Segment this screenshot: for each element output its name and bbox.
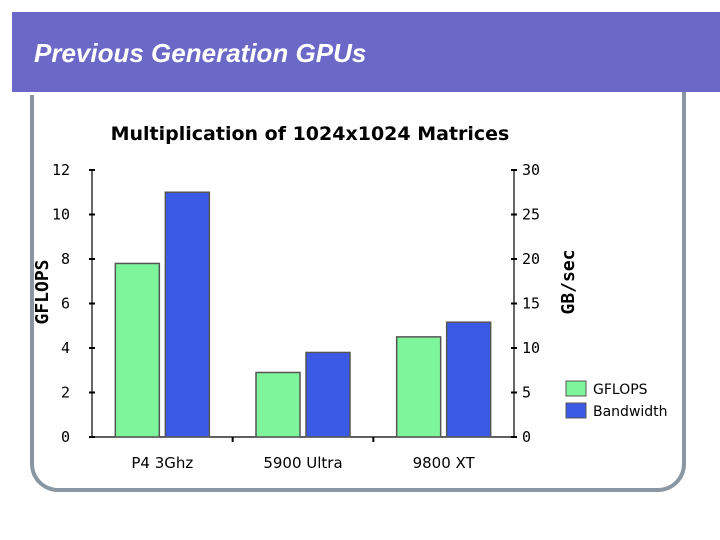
y-tick-label-left: 12 bbox=[52, 161, 70, 179]
bar-gflops-0 bbox=[114, 262, 161, 438]
legend-label-bandwidth: Bandwidth bbox=[593, 404, 668, 420]
y-tick-label-right: 15 bbox=[522, 295, 540, 313]
axes bbox=[89, 169, 517, 442]
legend-swatch-bandwidth bbox=[565, 402, 587, 419]
y-tick-label-left: 10 bbox=[52, 206, 70, 224]
legend-swatch-gflops bbox=[565, 380, 587, 397]
y-tick-label-right: 20 bbox=[522, 250, 540, 268]
y-tick-label-left: 8 bbox=[61, 250, 70, 268]
bar-bandwidth-1 bbox=[305, 351, 351, 438]
x-tick-label: 5900 Ultra bbox=[263, 454, 342, 472]
title-bar bbox=[12, 12, 720, 92]
y-tick-label-left: 2 bbox=[61, 384, 70, 402]
bar-gflops-1 bbox=[255, 371, 301, 438]
x-tick-label: 9800 XT bbox=[413, 454, 476, 472]
y-tick-label-right: 0 bbox=[522, 428, 531, 446]
tick-labels: 0 2 4 6 8 10 12 0 5 10 15 20 25 30 bbox=[52, 161, 540, 446]
y-tick-label-right: 30 bbox=[522, 161, 540, 179]
bar-bandwidth-0 bbox=[164, 191, 211, 438]
x-tick-label: P4 3Ghz bbox=[131, 454, 193, 472]
title-rule bbox=[30, 92, 638, 95]
chart-title: Multiplication of 1024x1024 Matrices bbox=[111, 123, 510, 145]
legend-label-gflops: GFLOPS bbox=[593, 382, 648, 398]
y-tick-label-right: 25 bbox=[522, 206, 540, 224]
category-labels: P4 3Ghz 5900 Ultra 9800 XT bbox=[131, 454, 475, 472]
y-tick-label-left: 4 bbox=[61, 339, 70, 357]
bar-gflops-2 bbox=[395, 336, 442, 438]
page-title: Previous Generation GPUs bbox=[34, 38, 367, 68]
y-tick-label-right: 5 bbox=[522, 384, 531, 402]
legend: GFLOPS Bandwidth bbox=[565, 380, 668, 420]
bars bbox=[114, 191, 492, 438]
y-axis-right-label: GB/sec bbox=[558, 249, 579, 314]
y-tick-label-right: 10 bbox=[522, 339, 540, 357]
y-tick-label-left: 0 bbox=[61, 428, 70, 446]
bar-bandwidth-2 bbox=[445, 321, 492, 438]
y-axis-left-label: GFLOPS bbox=[32, 259, 53, 324]
y-tick-label-left: 6 bbox=[61, 295, 70, 313]
